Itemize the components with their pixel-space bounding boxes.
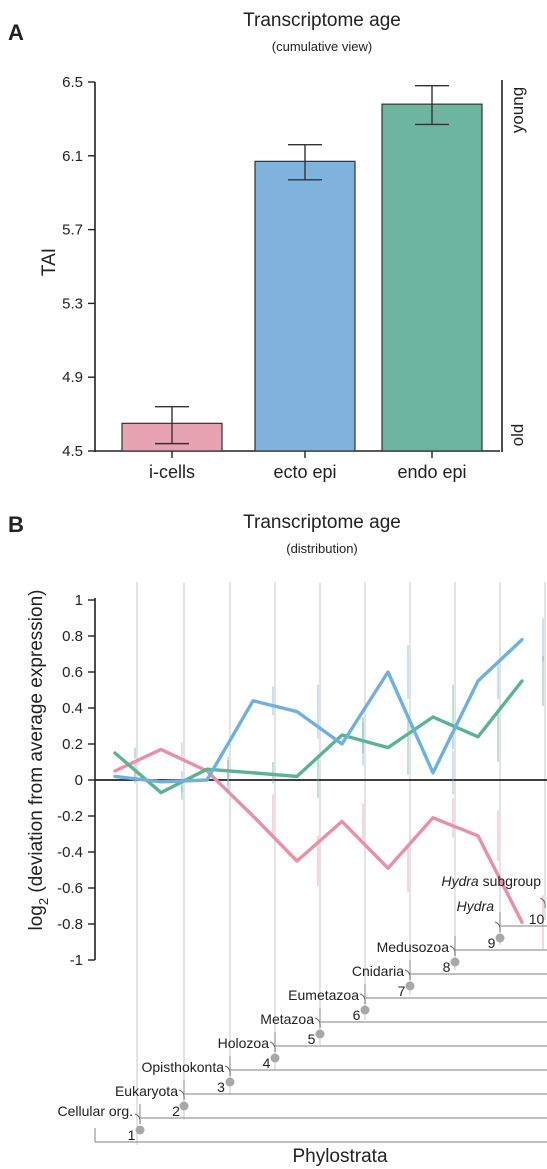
- phylostratum-number: 8: [443, 959, 451, 975]
- tree-node: [226, 1078, 235, 1087]
- phylostratum-name: Cnidaria: [352, 963, 404, 979]
- panel-a-y-tick-label: 5.7: [62, 222, 83, 239]
- phylostratum-name-text: Medusozoa: [377, 939, 450, 955]
- panel-b-letter: B: [8, 512, 24, 537]
- panel-b-y-tick-label: -0.2: [57, 808, 83, 825]
- phylostratum-name-text: Hydra: [457, 898, 495, 914]
- panel-a-y-ticks: 6.5 6.1 5.7 5.3 4.9 4.5: [62, 74, 95, 460]
- panel-a-category-label: endo epi: [397, 462, 466, 482]
- tree-node: [316, 1030, 325, 1039]
- phylostratum-name: Opisthokonta: [142, 1059, 225, 1075]
- phylostratum-name: Cellular org.: [58, 1103, 133, 1119]
- phylostratum-number: 9: [488, 935, 496, 951]
- tree-label-hook: [225, 1066, 230, 1076]
- panel-b-series-icells: [115, 742, 543, 949]
- panel-b-y-tick-label: -1: [70, 952, 83, 969]
- phylostratum-number: 3: [217, 1079, 225, 1095]
- panel-a-bar-ecto-epi: [255, 161, 355, 451]
- phylostratum-name-text: Cellular org.: [58, 1103, 133, 1119]
- panel-a-y-tick-label: 5.3: [62, 295, 83, 312]
- phylostratum-number: 2: [172, 1103, 180, 1119]
- panel-b-y-tick-label: 0.2: [62, 736, 83, 753]
- panel-b-y-tick-label: -0.4: [57, 844, 83, 861]
- tree-node: [406, 982, 415, 991]
- phylostratum-number: 6: [353, 1007, 361, 1023]
- panel-a-young-label: young: [508, 87, 527, 133]
- panel-b-y-tick-label: 0.4: [62, 700, 83, 717]
- panel-a-old-label: old: [508, 424, 527, 447]
- panel-b-y-tick-label: 0.6: [62, 664, 83, 681]
- phylostrata-tree: 1 Cellular org. 2 Eukaryota 3 Opisthokonta 4 Ho…: [58, 873, 547, 1143]
- panel-b-y-label: log2 (deviation from average expression): [26, 590, 51, 931]
- panel-a-letter: A: [8, 20, 24, 45]
- phylostratum-name: Eukaryota: [115, 1083, 178, 1099]
- phylostratum-name: Medusozoa: [377, 939, 450, 955]
- panel-b: B Transcriptome age (distribution) 1 0.8 0…: [8, 512, 547, 1167]
- panel-a-y-tick-label: 6.1: [62, 148, 83, 165]
- panel-b-series-ecto: [115, 618, 543, 794]
- phylostratum-name-text: Metazoa: [260, 1011, 314, 1027]
- panel-a-y-label: TAI: [39, 248, 60, 276]
- panel-a-category-label: i-cells: [149, 462, 195, 482]
- tree-label-hook: [360, 994, 365, 1004]
- panel-b-x-label: Phylostrata: [292, 1146, 387, 1167]
- panel-b-title: Transcriptome age: [243, 512, 401, 533]
- panel-a-bar-endo-epi: [382, 104, 482, 451]
- tree-label-hook: [315, 1018, 320, 1028]
- tree-label-hook: [450, 946, 455, 956]
- phylostratum-number: 7: [398, 983, 406, 999]
- tree-node: [136, 1126, 145, 1135]
- phylostratum-name: Metazoa: [260, 1011, 314, 1027]
- panel-a: A Transcriptome age (cumulative view) 6.…: [8, 10, 527, 482]
- phylostratum-name-text: Eukaryota: [115, 1083, 178, 1099]
- phylostratum-name: Eumetazoa: [288, 987, 359, 1003]
- phylostratum-name-text: Holozoa: [218, 1035, 270, 1051]
- tree-node: [361, 1006, 370, 1015]
- phylostratum-name-text: Cnidaria: [352, 963, 404, 979]
- tree-node: [180, 1102, 189, 1111]
- panel-a-bars: [122, 86, 482, 451]
- tree-label-hook: [405, 970, 410, 980]
- phylostratum-name: Holozoa: [218, 1035, 270, 1051]
- panel-b-y-tick-label: -0.6: [57, 880, 83, 897]
- panel-b-y-tick-label: 0: [75, 772, 83, 789]
- tree-label-hook: [270, 1042, 275, 1052]
- panel-b-y-tick-label: 1: [75, 592, 83, 609]
- panel-a-y-tick-label: 4.5: [62, 443, 83, 460]
- tree-label-hook: [135, 1114, 140, 1124]
- panel-b-y-tick-label: 0.8: [62, 628, 83, 645]
- panel-a-y-tick-label: 6.5: [62, 74, 83, 91]
- panel-b-y-tick-label: -0.8: [57, 916, 83, 933]
- panel-a-y-tick-label: 4.9: [62, 369, 83, 386]
- phylostratum-number: 5: [308, 1031, 316, 1047]
- phylostratum-number: 4: [263, 1055, 271, 1071]
- phylostratum-name-suffix: subgroup: [479, 873, 541, 889]
- tree-label-hook: [495, 922, 500, 932]
- tree-node: [496, 934, 505, 943]
- panel-b-y-ticks: 1 0.8 0.6 0.4 0.2 0 -0.2 -0.4 -0.6 -0.8 -1: [57, 592, 95, 969]
- panel-a-category-label: ecto epi: [273, 462, 336, 482]
- phylostratum-name: Hydra subgroup: [441, 873, 541, 889]
- panel-a-subtitle: (cumulative view): [272, 39, 372, 54]
- phylostratum-name-text: Eumetazoa: [288, 987, 359, 1003]
- phylostratum-name-text: Opisthokonta: [142, 1059, 225, 1075]
- phylostratum-name-text: Hydra: [441, 873, 479, 889]
- phylostratum-name: Hydra: [457, 898, 495, 914]
- panel-b-subtitle: (distribution): [286, 541, 358, 556]
- tree-node: [271, 1054, 280, 1063]
- panel-a-title: Transcriptome age: [243, 10, 401, 31]
- phylostratum-number: 1: [128, 1127, 136, 1143]
- tree-node: [451, 958, 460, 967]
- panel-b-series-endo: [115, 656, 543, 800]
- panel-a-categories: i-cells ecto epi endo epi: [149, 451, 467, 482]
- tree-label-hook: [179, 1090, 184, 1100]
- phylostratum-number: 10: [529, 911, 545, 927]
